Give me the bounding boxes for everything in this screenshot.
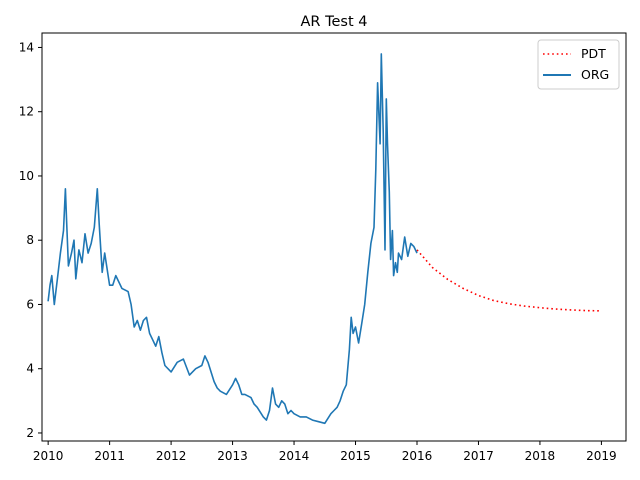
y-tick-label: 12 [19,105,34,119]
series-line-pdt [416,249,602,312]
legend-box [537,39,620,90]
y-tick-label: 10 [19,169,34,183]
y-tick-label: 14 [19,40,34,54]
y-tick-label: 4 [26,362,34,376]
x-tick-label: 2012 [156,449,187,463]
series-line-org [47,53,418,425]
y-tick-label: 2 [26,426,34,440]
legend-label-pdt: PDT [581,46,606,61]
x-tick-label: 2010 [33,449,64,463]
y-axis: 2 4 6 8 10 12 14 [19,40,42,440]
x-tick-label: 2019 [586,449,617,463]
plot-area [47,53,602,425]
x-axis: 2010 2011 2012 2013 2014 2015 2016 2017 2018 2019 [33,441,617,463]
chart-title: AR Test 4 [301,14,368,30]
x-tick-label: 2011 [94,449,125,463]
plot-frame [41,32,627,442]
x-tick-label: 2016 [402,449,433,463]
legend-label-org: ORG [581,67,609,82]
x-tick-label: 2013 [217,449,248,463]
x-tick-label: 2018 [525,449,556,463]
x-tick-label: 2017 [463,449,494,463]
y-tick-label: 8 [26,233,34,247]
x-tick-label: 2014 [279,449,310,463]
x-tick-label: 2015 [340,449,371,463]
y-tick-label: 6 [26,297,34,311]
legend: PDT ORG [537,39,620,90]
